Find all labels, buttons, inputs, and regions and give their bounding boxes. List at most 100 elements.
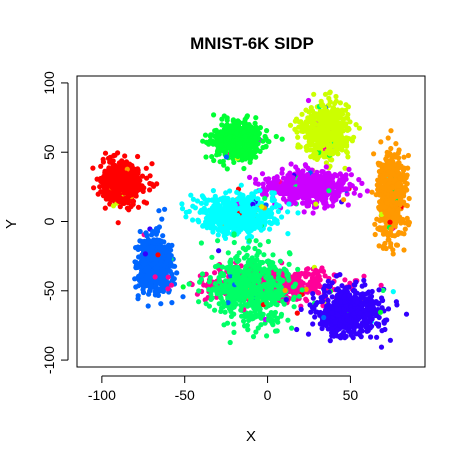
data-point (383, 229, 389, 235)
data-point (327, 90, 333, 96)
data-point (132, 167, 138, 173)
data-point (275, 208, 281, 215)
data-point (309, 108, 316, 114)
data-point (345, 202, 351, 208)
data-point (322, 105, 328, 111)
data-point (287, 173, 293, 179)
data-point (156, 208, 162, 214)
data-point (310, 147, 317, 153)
data-point (203, 139, 209, 145)
data-point (310, 210, 316, 216)
data-point (375, 177, 381, 183)
data-point (348, 182, 354, 188)
data-point (102, 205, 108, 211)
data-point (211, 112, 217, 118)
data-point (343, 148, 349, 155)
data-point (169, 242, 175, 248)
data-point (268, 185, 275, 191)
data-point (203, 201, 209, 207)
data-point (116, 166, 122, 172)
data-point (95, 191, 101, 197)
data-point (333, 93, 339, 100)
data-point (112, 162, 118, 169)
data-point (101, 192, 107, 198)
data-point (135, 296, 141, 302)
data-point (156, 275, 162, 281)
data-point (344, 143, 350, 149)
data-point (137, 228, 143, 235)
data-point (237, 140, 243, 146)
data-point (103, 169, 109, 175)
data-point (160, 267, 166, 273)
data-point (249, 210, 255, 216)
data-point (303, 286, 309, 292)
data-point (312, 191, 318, 197)
data-point (121, 176, 127, 182)
data-point (328, 137, 334, 143)
data-point (248, 227, 254, 233)
data-point (223, 278, 229, 284)
data-point (196, 219, 202, 225)
data-point (230, 142, 236, 148)
data-point (325, 125, 331, 131)
data-point (262, 195, 268, 201)
data-point (247, 127, 253, 133)
data-point (100, 159, 106, 165)
data-point (269, 190, 275, 196)
data-point (348, 172, 354, 178)
data-point (252, 120, 258, 126)
data-points-layer (90, 89, 412, 350)
data-point (238, 197, 245, 203)
data-point (155, 290, 161, 296)
data-point (221, 162, 227, 168)
data-point (346, 166, 352, 172)
data-point (328, 143, 334, 149)
data-point (218, 137, 224, 143)
data-point (188, 192, 194, 198)
data-point (329, 203, 335, 209)
data-point (302, 134, 308, 140)
data-point (279, 166, 285, 172)
data-point (326, 95, 332, 101)
data-point (215, 204, 221, 210)
data-point (320, 303, 326, 309)
data-point (341, 197, 347, 203)
data-point (129, 185, 135, 191)
data-point (378, 192, 384, 198)
data-point (336, 129, 342, 135)
data-point (254, 213, 260, 219)
data-point (140, 242, 146, 248)
data-point (314, 156, 320, 162)
data-point (316, 145, 322, 151)
data-point (269, 197, 275, 204)
data-point (333, 145, 339, 151)
data-point (387, 196, 393, 203)
data-point (262, 219, 268, 225)
data-point (299, 287, 305, 293)
data-point (165, 286, 171, 292)
data-point (304, 298, 310, 304)
data-point (227, 339, 233, 346)
data-point (220, 211, 226, 217)
data-point (351, 190, 357, 196)
data-point (295, 210, 301, 216)
data-point (404, 172, 410, 178)
data-point (393, 214, 399, 220)
data-point (138, 278, 144, 285)
data-point (231, 151, 237, 157)
data-point (167, 246, 173, 253)
data-point (141, 284, 147, 290)
data-point (305, 97, 312, 104)
data-point (135, 175, 141, 181)
data-point (304, 126, 310, 132)
data-point (221, 147, 227, 153)
data-point (387, 185, 393, 192)
data-point (200, 223, 206, 229)
data-point (322, 119, 328, 125)
data-point (248, 234, 255, 240)
data-point (117, 204, 123, 210)
data-point (263, 144, 269, 150)
series-9 (186, 231, 318, 346)
data-point (389, 160, 395, 167)
